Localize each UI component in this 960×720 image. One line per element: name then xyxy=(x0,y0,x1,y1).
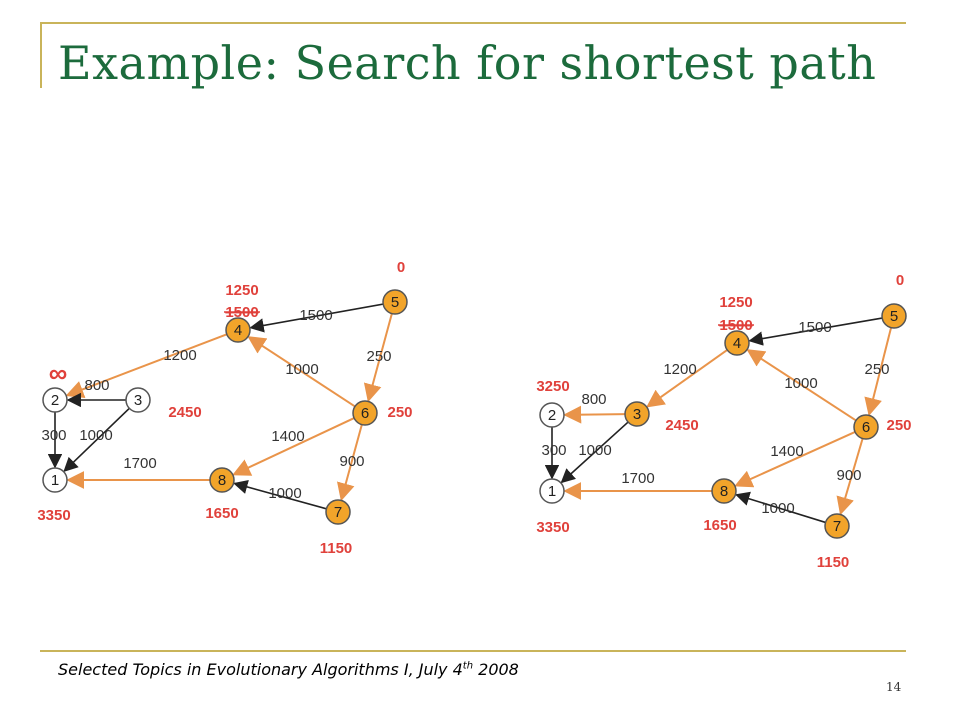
node-distance-7: 1150 xyxy=(320,540,353,557)
node-2 xyxy=(539,402,565,428)
node-label-7: 7 xyxy=(334,504,342,521)
edge-weight-3-2: 800 xyxy=(581,391,606,408)
node-label-5: 5 xyxy=(391,294,399,311)
edge-weight-6-7: 900 xyxy=(836,467,861,484)
node-label-1: 1 xyxy=(51,472,59,489)
node-distance-4: 1250 xyxy=(719,294,752,311)
edge-weight-3-2: 800 xyxy=(84,377,109,394)
edge-6-to-4 xyxy=(247,336,356,408)
node-label-2: 2 xyxy=(548,407,556,424)
node-3 xyxy=(125,387,151,413)
footer-superscript: th xyxy=(462,660,474,672)
edge-weight-6-7: 900 xyxy=(339,453,364,470)
edge-weight-2-1: 300 xyxy=(41,427,66,444)
edge-7-to-8 xyxy=(233,479,327,510)
node-4 xyxy=(724,330,750,356)
node-label-8: 8 xyxy=(720,483,728,500)
node-label-7: 7 xyxy=(833,518,841,535)
edge-weight-3-1: 1000 xyxy=(79,427,112,444)
node-1 xyxy=(539,478,565,504)
slide-frame-left xyxy=(40,22,42,88)
node-label-4: 4 xyxy=(234,322,242,339)
node-6 xyxy=(352,400,378,426)
edge-weight-5-6: 250 xyxy=(366,348,391,365)
node-distance-7: 1150 xyxy=(817,554,850,571)
edge-weight-6-4: 1000 xyxy=(285,361,318,378)
edge-weight-7-8: 1000 xyxy=(761,500,794,517)
node-4 xyxy=(225,317,251,343)
edge-4-to-2 xyxy=(65,333,228,398)
edge-weight-2-1: 300 xyxy=(541,442,566,459)
footer-text: Selected Topics in Evolutionary Algorith… xyxy=(58,660,519,679)
node-distance-5: 0 xyxy=(896,272,904,289)
edge-6-to-7 xyxy=(337,424,363,502)
edge-4-to-3 xyxy=(646,349,728,408)
edge-weight-7-8: 1000 xyxy=(268,485,301,502)
node-8 xyxy=(711,478,737,504)
edge-6-to-8 xyxy=(734,431,856,488)
footer-main: Selected Topics in Evolutionary Algorith… xyxy=(58,660,463,679)
slide-frame-bottom xyxy=(40,650,906,652)
page-number: 14 xyxy=(886,680,902,694)
node-6 xyxy=(853,414,879,440)
node-5 xyxy=(881,303,907,329)
edge-3-to-2 xyxy=(563,405,626,424)
edge-weight-6-4: 1000 xyxy=(784,375,817,392)
node-distance-6: 250 xyxy=(387,404,412,421)
node-distance-8: 1650 xyxy=(205,505,238,522)
node-3 xyxy=(624,401,650,427)
node-distance-1: 3350 xyxy=(536,519,569,536)
slide-title: Example: Search for shortest path xyxy=(58,36,877,90)
edge-6-to-8 xyxy=(232,417,355,476)
edge-weight-3-1: 1000 xyxy=(578,442,611,459)
node-distance-5: 0 xyxy=(397,259,405,276)
node-label-3: 3 xyxy=(134,392,142,409)
node-distance-3: 2450 xyxy=(168,404,201,421)
edge-weight-4-3: 1200 xyxy=(663,361,696,378)
edge-5-to-4 xyxy=(249,303,384,333)
node-label-5: 5 xyxy=(890,308,898,325)
edge-5-to-6 xyxy=(864,327,893,417)
slide-frame-top xyxy=(40,22,906,24)
node-8 xyxy=(209,467,235,493)
edge-5-to-6 xyxy=(363,313,393,403)
node-label-2: 2 xyxy=(51,392,59,409)
edge-6-to-7 xyxy=(836,438,864,516)
edge-weight-6-8: 1400 xyxy=(271,428,304,445)
node-label-8: 8 xyxy=(218,472,226,489)
node-7 xyxy=(325,499,351,525)
edge-3-to-1 xyxy=(560,421,629,484)
node-distance-2: 3250 xyxy=(536,378,569,395)
node-distance-2: ∞ xyxy=(49,358,68,388)
node-distance-6: 250 xyxy=(886,417,911,434)
edge-weight-4-2: 1200 xyxy=(163,347,196,364)
edge-weight-6-8: 1400 xyxy=(770,443,803,460)
node-distance-8: 1650 xyxy=(703,517,736,534)
node-label-4: 4 xyxy=(733,335,741,352)
node-label-6: 6 xyxy=(862,419,870,436)
edge-weight-8-1: 1700 xyxy=(621,470,654,487)
node-distance-3: 2450 xyxy=(665,417,698,434)
edge-7-to-8 xyxy=(735,491,826,524)
node-7 xyxy=(824,513,850,539)
node-1 xyxy=(42,467,68,493)
edge-weight-5-4: 1500 xyxy=(798,319,831,336)
footer-year: 2008 xyxy=(473,660,519,679)
node-label-6: 6 xyxy=(361,405,369,422)
edge-weight-5-6: 250 xyxy=(864,361,889,378)
node-distance-4: 1250 xyxy=(225,282,258,299)
edge-5-to-4 xyxy=(748,317,883,346)
node-label-3: 3 xyxy=(633,406,641,423)
node-label-1: 1 xyxy=(548,483,556,500)
node-distance-1: 3350 xyxy=(37,507,70,524)
node-5 xyxy=(382,289,408,315)
node-2 xyxy=(42,387,68,413)
edge-6-to-4 xyxy=(746,349,857,422)
edge-3-to-1 xyxy=(63,407,130,472)
edge-weight-5-4: 1500 xyxy=(299,307,332,324)
edge-weight-8-1: 1700 xyxy=(123,455,156,472)
